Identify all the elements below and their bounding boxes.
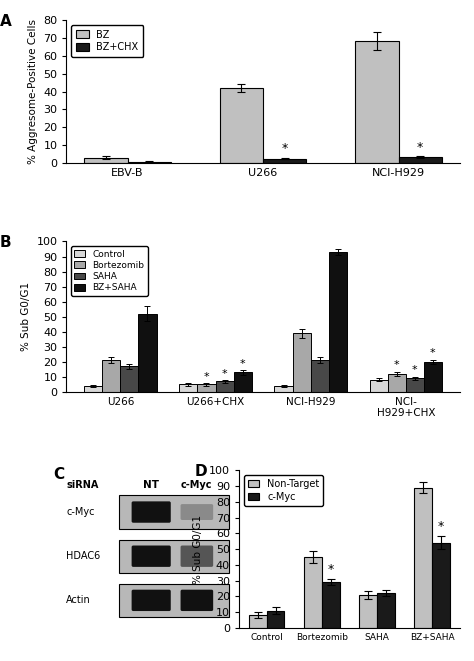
FancyBboxPatch shape (132, 545, 171, 567)
FancyBboxPatch shape (181, 590, 213, 611)
FancyBboxPatch shape (118, 539, 229, 573)
Bar (84, 386, 102, 392)
Bar (216, 381, 234, 392)
Text: *: * (412, 366, 418, 375)
Text: HDAC6: HDAC6 (66, 551, 100, 561)
Bar (267, 611, 284, 628)
Bar (120, 366, 138, 392)
Bar (220, 88, 263, 163)
Text: *: * (328, 563, 334, 576)
Bar (198, 385, 216, 392)
FancyBboxPatch shape (132, 501, 171, 523)
Text: *: * (282, 142, 288, 155)
Bar (355, 42, 399, 163)
Bar (406, 379, 424, 392)
Bar (304, 557, 322, 628)
Text: *: * (438, 520, 444, 533)
FancyBboxPatch shape (118, 496, 229, 529)
Bar (359, 595, 377, 628)
Text: Actin: Actin (66, 596, 91, 605)
FancyBboxPatch shape (181, 504, 213, 520)
Bar (377, 594, 395, 628)
Text: *: * (394, 360, 400, 370)
Text: *: * (240, 359, 246, 369)
FancyBboxPatch shape (132, 590, 171, 611)
Text: c-Myc: c-Myc (181, 480, 213, 490)
Bar (179, 385, 198, 392)
Bar (102, 360, 120, 392)
Y-axis label: % Aggresome-Positive Cells: % Aggresome-Positive Cells (27, 19, 37, 164)
Bar (328, 252, 347, 392)
FancyBboxPatch shape (118, 584, 229, 617)
Legend: Control, Bortezomib, SAHA, BZ+SAHA: Control, Bortezomib, SAHA, BZ+SAHA (71, 246, 148, 296)
Bar (414, 488, 432, 628)
Bar (274, 386, 292, 392)
Y-axis label: % Sub G0/G1: % Sub G0/G1 (193, 514, 203, 584)
Bar (370, 380, 388, 392)
Bar (310, 360, 328, 392)
Text: *: * (204, 371, 210, 382)
Text: *: * (430, 348, 436, 358)
Bar (432, 543, 450, 628)
Text: C: C (53, 467, 64, 482)
Text: NT: NT (143, 480, 159, 490)
Bar (138, 314, 156, 392)
Text: *: * (222, 369, 228, 379)
Bar (399, 157, 442, 163)
Legend: BZ, BZ+CHX: BZ, BZ+CHX (71, 24, 144, 58)
Bar (424, 362, 442, 392)
Bar (84, 158, 128, 163)
Text: siRNA: siRNA (66, 480, 99, 490)
Bar (128, 162, 171, 163)
Text: D: D (195, 464, 208, 479)
Bar (292, 333, 310, 392)
Text: *: * (417, 141, 423, 153)
Y-axis label: % Sub G0/G1: % Sub G0/G1 (21, 282, 31, 351)
Bar (322, 582, 339, 628)
Bar (388, 374, 406, 392)
Text: B: B (0, 235, 11, 251)
Bar (234, 372, 252, 392)
Legend: Non-Target, c-Myc: Non-Target, c-Myc (244, 475, 323, 506)
Bar (263, 159, 306, 163)
Bar (249, 615, 267, 628)
Text: c-Myc: c-Myc (66, 507, 95, 517)
Text: A: A (0, 14, 11, 29)
FancyBboxPatch shape (181, 545, 213, 567)
